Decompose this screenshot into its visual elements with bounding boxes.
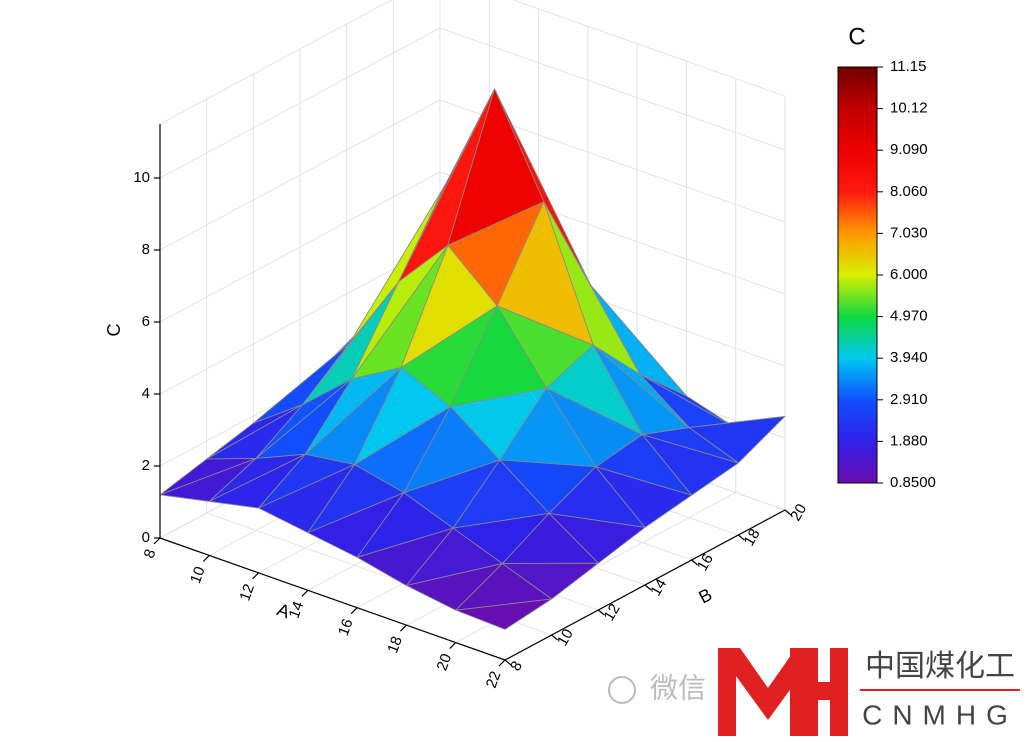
colorbar-tick-label: 4.970: [890, 308, 928, 325]
y-tick: [644, 584, 652, 591]
surface: [159, 88, 786, 630]
y-tick: [551, 634, 559, 641]
wechat-text: 微信: [650, 672, 706, 703]
x-tick: [350, 607, 358, 615]
x-tick: [400, 624, 407, 632]
x-tick-label: 16: [335, 617, 357, 638]
colorbar-ticks: 11.15 10.12 9.090 8.060 7.030 6.000 4.970 3.940…: [877, 58, 936, 491]
colorbar-title: C: [848, 23, 865, 50]
x-tick: [301, 589, 309, 597]
colorbar-tick-label: 1.880: [890, 432, 928, 449]
wall-grid-line: [159, 243, 441, 395]
brand-en: CNMHG: [862, 699, 1018, 730]
z-axis-label: C: [104, 324, 124, 337]
x-tick: [449, 642, 457, 649]
y-tick-label: 16: [694, 551, 717, 574]
colorbar-tick-label: 0.8500: [890, 474, 936, 491]
colorbar-tick-label: 6.000: [890, 266, 928, 283]
x-tick: [153, 537, 161, 545]
y-tick: [691, 559, 699, 566]
wall-grid-line: [159, 171, 441, 323]
x-axis-label: A: [274, 599, 292, 622]
colorbar-tick-label: 3.940: [890, 349, 928, 366]
x-tick-label: 10: [187, 564, 209, 585]
box-edge: [159, 0, 393, 125]
colorbar-tick-label: 11.15: [890, 58, 926, 75]
x-tick-label: 18: [384, 634, 406, 655]
brand-cn: 中国煤化工: [865, 650, 1015, 683]
colorbar-tick-label: 2.910: [890, 391, 928, 408]
x-tick-label: 8: [141, 547, 160, 561]
x-tick-label: 20: [434, 651, 456, 672]
z-tick-label: 2: [142, 457, 150, 474]
z-tick-label: 0: [142, 529, 150, 546]
x-axis: [159, 537, 506, 661]
y-tick-label: 12: [601, 601, 624, 624]
y-tick-label: 10: [554, 626, 577, 649]
z-tick-label: 10: [133, 169, 150, 186]
watermark: 微信 中国煤化工 CNMHG: [608, 648, 1020, 736]
wechat-icon: [608, 676, 636, 704]
colorbar-tick-label: 10.12: [890, 100, 928, 117]
colorbar: [837, 66, 878, 484]
x-tick-label: 12: [236, 582, 258, 603]
wall-grid-line: [439, 27, 786, 151]
colorbar-tick-label: 9.090: [890, 141, 928, 158]
wall-grid-line: [159, 99, 441, 251]
z-tick-label: 4: [142, 385, 150, 402]
surface-facet: [455, 598, 553, 630]
y-axis-label: B: [695, 584, 715, 607]
colorbar-tick-label: 8.060: [890, 183, 928, 200]
y-tick-label: 8: [507, 658, 526, 674]
logo-h: [790, 648, 848, 736]
x-tick: [498, 659, 506, 667]
x-tick: [252, 572, 259, 580]
y-tick: [784, 509, 792, 516]
x-tick-label: 22: [483, 669, 505, 690]
z-tick-label: 6: [142, 313, 150, 330]
wall-grid-line: [159, 27, 441, 179]
y-tick-label: 20: [787, 501, 810, 524]
x-tick: [202, 555, 210, 562]
y-tick: [597, 609, 605, 616]
y-tick-label: 14: [647, 576, 670, 599]
y-tick: [737, 534, 745, 541]
colorbar-tick-label: 7.030: [890, 224, 928, 241]
z-tick-label: 8: [142, 241, 150, 258]
box-edge: [512, 0, 786, 97]
x-tick-label: 14: [286, 599, 308, 620]
y-tick: [504, 659, 512, 666]
y-tick-label: 18: [741, 526, 764, 549]
